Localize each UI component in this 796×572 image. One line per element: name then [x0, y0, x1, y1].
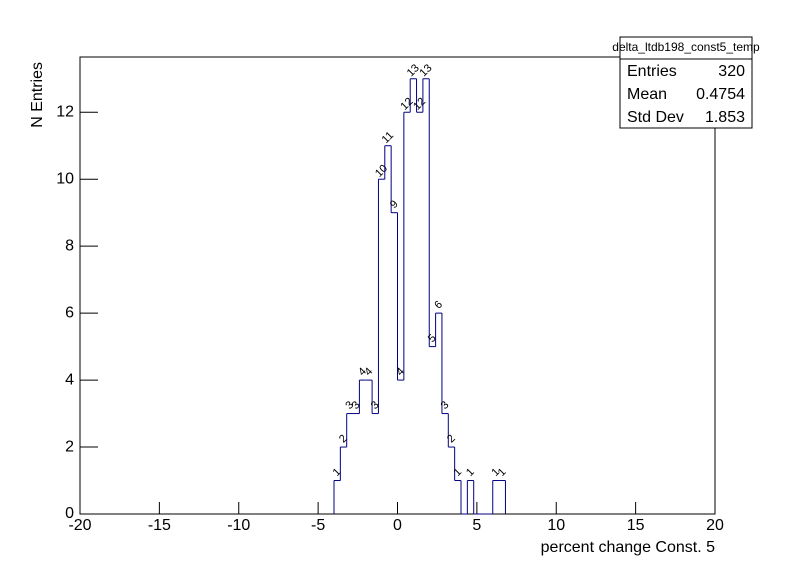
y-tick-label: 0 [65, 505, 74, 522]
x-tick-label: 0 [393, 517, 402, 534]
x-tick-label: 15 [627, 517, 645, 534]
x-axis-label: percent change Const. 5 [541, 539, 715, 556]
stats-title: delta_ltdb198_const5_temp [612, 40, 760, 54]
x-tick-label: 10 [547, 517, 565, 534]
x-tick-label: -5 [311, 517, 325, 534]
y-tick-label: 6 [65, 304, 74, 321]
x-tick-label: -10 [227, 517, 250, 534]
stats-key: Entries [627, 63, 677, 80]
stats-value: 1.853 [705, 109, 745, 126]
stats-box: delta_ltdb198_const5_temp Entries 320 Me… [612, 36, 760, 129]
x-tick-label: 5 [472, 517, 481, 534]
y-tick-label: 4 [65, 371, 74, 388]
stats-key: Std Dev [627, 109, 684, 126]
stats-key: Mean [627, 86, 667, 103]
x-tick-label: 20 [706, 517, 724, 534]
x-tick-label: -20 [68, 517, 91, 534]
y-tick-label: 10 [56, 170, 74, 187]
stats-frame [619, 36, 753, 129]
y-tick-label: 2 [65, 438, 74, 455]
stats-value: 320 [718, 63, 745, 80]
y-axis-label: N Entries [29, 62, 46, 128]
stats-value: 0.4754 [696, 86, 745, 103]
x-tick-label: -15 [148, 517, 171, 534]
y-tick-label: 12 [56, 103, 74, 120]
y-tick-label: 8 [65, 237, 74, 254]
